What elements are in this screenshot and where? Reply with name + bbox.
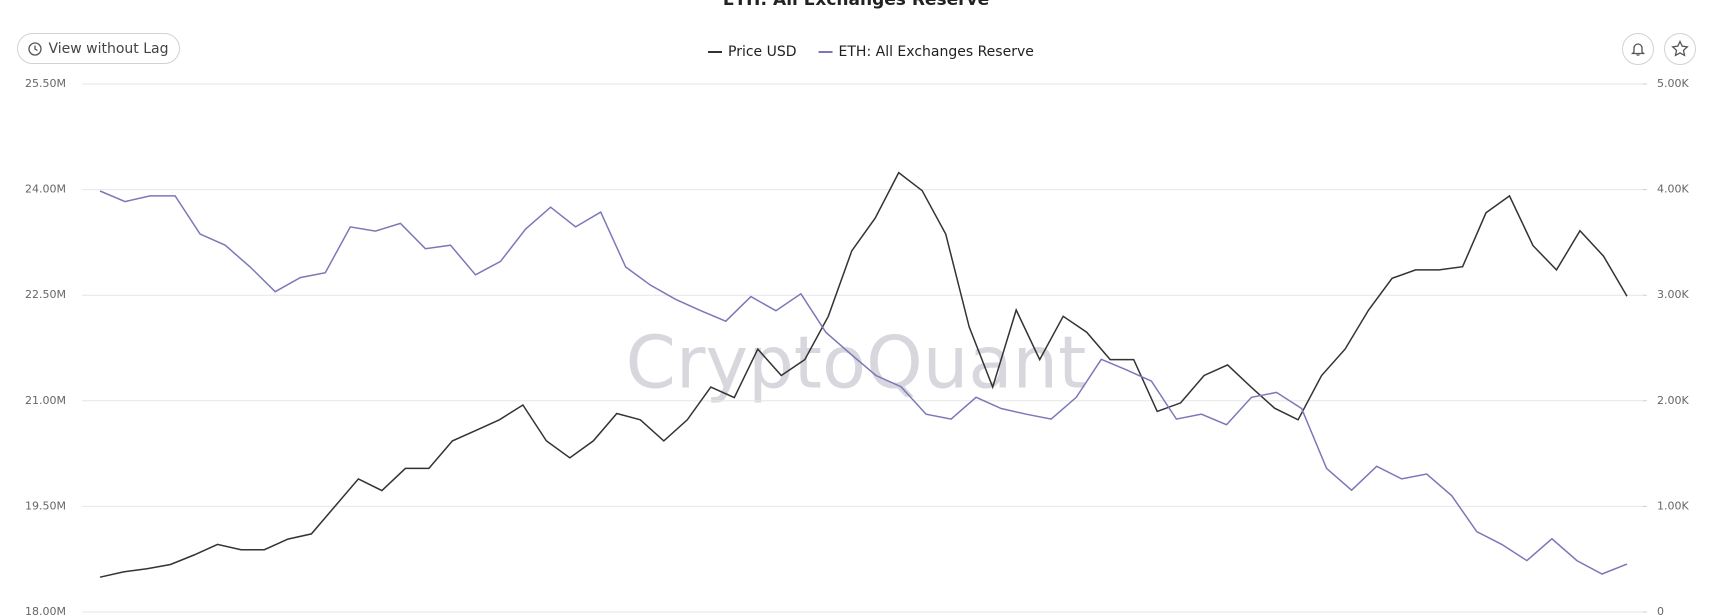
legend-label: ETH: All Exchanges Reserve bbox=[839, 44, 1034, 60]
y2-tick-label: 5.00K bbox=[1657, 77, 1689, 90]
y-tick-label: 21.00M bbox=[25, 394, 66, 407]
y2-tick-label: 0 bbox=[1657, 605, 1664, 616]
star-icon bbox=[1671, 40, 1689, 57]
series-line bbox=[99, 171, 1628, 578]
legend-label: Price USD bbox=[728, 44, 797, 60]
y2-tick-label: 1.00K bbox=[1657, 499, 1689, 512]
alert-button[interactable] bbox=[1622, 33, 1654, 65]
series-line bbox=[99, 190, 1628, 575]
y2-tick-label: 3.00K bbox=[1657, 288, 1689, 301]
clock-icon bbox=[28, 41, 43, 56]
y-tick-label: 22.50M bbox=[25, 288, 66, 301]
view-without-lag-button[interactable]: View without Lag bbox=[17, 33, 180, 64]
y-tick-label: 25.50M bbox=[25, 77, 66, 90]
favorite-button[interactable] bbox=[1664, 33, 1696, 65]
watermark: CryptoQuant bbox=[626, 321, 1087, 405]
y2-tick-label: 2.00K bbox=[1657, 394, 1689, 407]
y-tick-label: 18.00M bbox=[25, 605, 66, 616]
y-tick-label: 19.50M bbox=[25, 499, 66, 512]
chart-title: ETH: All Exchanges Reserve bbox=[723, 0, 989, 10]
button-label: View without Lag bbox=[48, 40, 169, 57]
y-tick-label: 24.00M bbox=[25, 183, 66, 196]
y2-tick-label: 4.00K bbox=[1657, 183, 1689, 196]
bell-icon bbox=[1630, 43, 1646, 56]
